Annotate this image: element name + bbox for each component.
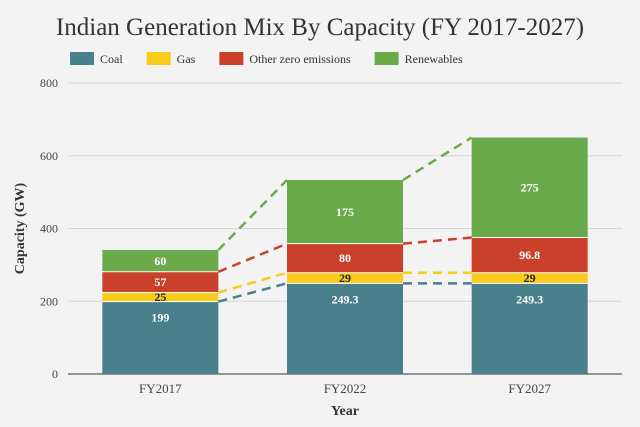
y-tick-label: 800 — [40, 76, 58, 90]
connector-other-zero-emissions — [402, 236, 472, 245]
bar-gas-fy2017 — [102, 292, 219, 302]
x-tick-label: FY2017 — [139, 381, 182, 396]
legend-swatch-gas — [146, 52, 171, 65]
bar-coal-fy2022 — [287, 283, 403, 374]
y-tick-label: 400 — [40, 222, 58, 236]
legend-label-renewables: Renewables — [405, 52, 463, 66]
y-tick-label: 0 — [52, 367, 58, 381]
bar-gas-fy2027 — [471, 272, 588, 284]
legend-swatch-coal — [70, 52, 94, 65]
data-label: 80 — [339, 251, 351, 265]
legend-label-coal: Coal — [100, 52, 123, 66]
connector-other-zero-emissions — [217, 242, 288, 273]
data-label: 29 — [339, 271, 351, 285]
data-label: 57 — [154, 275, 166, 289]
data-label: 249.3 — [332, 292, 359, 306]
bar-gas-fy2022 — [287, 272, 403, 284]
data-label: 96.8 — [519, 248, 540, 262]
data-label: 175 — [336, 205, 354, 219]
connector-renewables — [402, 136, 473, 182]
y-tick-label: 200 — [40, 294, 58, 308]
bar-other-zero-emissions-fy2022 — [287, 243, 403, 273]
bar-coal-fy2027 — [471, 283, 588, 374]
connector-renewables — [217, 179, 288, 251]
data-label: 29 — [524, 271, 536, 285]
data-label: 60 — [154, 254, 166, 268]
data-label: 275 — [521, 181, 539, 195]
connector-coal — [218, 282, 288, 303]
legend-label-other-zero-emissions: Other zero emissions — [249, 52, 351, 66]
y-axis-title: Capacity (GW) — [13, 182, 28, 274]
bar-other-zero-emissions-fy2017 — [102, 271, 219, 293]
x-tick-label: FY2022 — [324, 381, 367, 396]
legend-swatch-renewables — [374, 52, 399, 65]
data-label: 25 — [154, 290, 166, 304]
x-axis-title: Year — [331, 404, 359, 419]
data-label: 249.3 — [516, 292, 543, 306]
bar-renewables-fy2017 — [102, 249, 219, 272]
y-tick-label: 600 — [40, 149, 58, 163]
chart-title: Indian Generation Mix By Capacity (FY 20… — [55, 14, 585, 41]
legend-label-gas: Gas — [177, 52, 196, 66]
bar-coal-fy2017 — [102, 301, 219, 374]
data-label: 199 — [151, 311, 169, 325]
bar-renewables-fy2022 — [287, 180, 403, 244]
connector-gas — [217, 271, 288, 294]
legend-swatch-other-zero-emissions — [219, 52, 244, 65]
bar-other-zero-emissions-fy2027 — [471, 237, 588, 273]
bar-renewables-fy2027 — [471, 137, 588, 238]
x-tick-label: FY2027 — [508, 381, 551, 396]
